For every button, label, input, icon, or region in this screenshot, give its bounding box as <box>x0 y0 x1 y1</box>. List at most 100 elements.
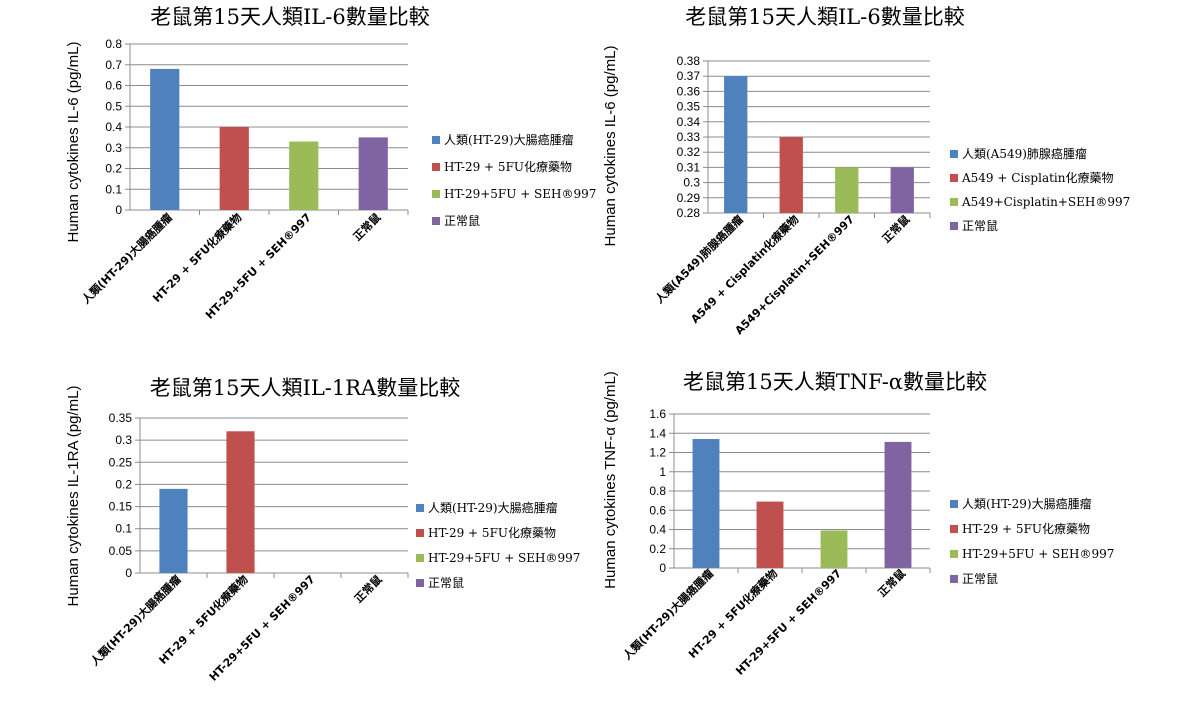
legend-label: HT-29+5FU + SEH®997 <box>444 187 596 201</box>
y-tick-label: 0.29 <box>677 191 701 205</box>
legend-label: 正常鼠 <box>962 219 998 233</box>
x-category-label: 正常鼠 <box>350 210 383 243</box>
x-category-label: HT-29+5FU + SEH®997 <box>733 567 844 678</box>
bar <box>724 76 748 213</box>
y-tick-label: 0.34 <box>677 115 701 129</box>
bar <box>226 431 255 573</box>
y-tick-label: 0 <box>115 203 122 217</box>
y-axis-label: Human cytokines IL-1RA (pg/mL) <box>65 386 82 607</box>
x-category-label: 正常鼠 <box>875 566 908 599</box>
bar <box>835 167 859 213</box>
legend-label: 人類(HT-29)大腸癌腫瘤 <box>428 500 558 515</box>
bar <box>756 501 784 568</box>
legend-label: 正常鼠 <box>962 572 998 586</box>
y-tick-label: 0.4 <box>105 120 122 134</box>
chart-il6-ht29: 老鼠第15天人類IL-6數量比較 Human cytokines IL-6 (pg… <box>0 0 598 355</box>
y-tick-label: 0.8 <box>649 484 666 498</box>
bar <box>219 127 249 210</box>
y-tick-label: 0 <box>125 566 132 580</box>
chart-il6-a549: 老鼠第15天人類IL-6數量比較 Human cytokines IL-6 (pg… <box>598 0 1196 355</box>
legend-swatch <box>950 174 958 182</box>
bar <box>289 141 319 210</box>
x-category-label: 人類(A549)肺腺癌腫瘤 <box>652 212 746 306</box>
bar <box>890 167 914 213</box>
legend-swatch <box>950 150 958 158</box>
bar <box>150 68 180 211</box>
chart-svg: 老鼠第15天人類IL-6數量比較 Human cytokines IL-6 (pg… <box>65 5 596 322</box>
legend-label: HT-29+5FU + SEH®997 <box>428 551 580 565</box>
bar <box>692 439 720 568</box>
y-axis-label: Human cytokines TNF-α (pg/mL) <box>602 371 619 589</box>
y-tick-label: 0.3 <box>115 433 132 447</box>
chart-title: 老鼠第15天人類TNF-α數量比較 <box>683 370 987 394</box>
y-tick-label: 0.8 <box>105 37 122 51</box>
legend-swatch <box>416 504 424 512</box>
y-tick-label: 0.15 <box>109 500 133 514</box>
x-category-label: A549+Cisplatin+SEH®997 <box>733 213 857 337</box>
chart-svg: 老鼠第15天人類TNF-α數量比較 Human cytokines TNF-α (… <box>602 370 1114 678</box>
y-axis-label: Human cytokines IL-6 (pg/mL) <box>602 46 619 247</box>
y-tick-label: 0.3 <box>105 141 122 155</box>
legend-swatch <box>416 554 424 562</box>
y-tick-label: 0.37 <box>677 69 701 83</box>
legend-swatch <box>950 222 958 230</box>
chart-svg: 老鼠第15天人類IL-6數量比較 Human cytokines IL-6 (pg… <box>602 5 1130 337</box>
x-category-label: HT-29+5FU + SEH®997 <box>207 573 318 684</box>
chart-title: 老鼠第15天人類IL-6數量比較 <box>150 5 429 29</box>
y-tick-label: 1.2 <box>649 446 666 460</box>
chart-tnfa-ht29: 老鼠第15天人類TNF-α數量比較 Human cytokines TNF-α (… <box>598 355 1196 711</box>
y-tick-label: 0.6 <box>649 503 666 517</box>
y-tick-label: 0.3 <box>683 176 700 190</box>
y-tick-label: 1.4 <box>649 426 666 440</box>
y-tick-label: 0.1 <box>115 522 132 536</box>
chart-il1ra-ht29: 老鼠第15天人類IL-1RA數量比較 Human cytokines IL-1RA… <box>0 355 598 711</box>
legend-label: 人類(HT-29)大腸癌腫瘤 <box>962 496 1092 511</box>
y-tick-label: 0.2 <box>105 162 122 176</box>
y-tick-label: 0.33 <box>677 130 701 144</box>
y-tick-label: 0.31 <box>677 160 701 174</box>
y-tick-label: 0.35 <box>677 100 701 114</box>
legend-label: A549 + Cisplatin化療藥物 <box>961 171 1114 185</box>
y-tick-label: 0.7 <box>105 58 122 72</box>
legend-label: 正常鼠 <box>444 214 480 228</box>
legend-label: 人類(A549)肺腺癌腫瘤 <box>962 146 1087 161</box>
legend-label: 人類(HT-29)大腸癌腫瘤 <box>444 132 574 147</box>
legend-label: HT-29+5FU + SEH®997 <box>962 547 1114 561</box>
y-tick-label: 0.35 <box>109 411 133 425</box>
chart-svg: 老鼠第15天人類IL-1RA數量比較 Human cytokines IL-1RA… <box>65 376 580 684</box>
legend-swatch <box>432 163 440 171</box>
y-tick-label: 0.36 <box>677 84 701 98</box>
y-tick-label: 0.38 <box>677 54 701 68</box>
x-category-label: 正常鼠 <box>879 212 912 245</box>
legend-swatch <box>950 575 958 583</box>
legend-swatch <box>950 550 958 558</box>
chart-title: 老鼠第15天人類IL-1RA數量比較 <box>150 376 460 400</box>
bar <box>779 137 803 213</box>
y-tick-label: 1 <box>659 465 666 479</box>
legend-label: A549+Cisplatin+SEH®997 <box>961 195 1130 209</box>
legend-swatch <box>432 217 440 225</box>
y-tick-label: 0.4 <box>649 523 666 537</box>
y-tick-label: 0 <box>659 561 666 575</box>
legend-label: HT-29 + 5FU化療藥物 <box>444 160 572 174</box>
y-tick-label: 0.32 <box>677 145 701 159</box>
legend-swatch <box>950 500 958 508</box>
bar <box>884 441 912 568</box>
legend-label: 正常鼠 <box>428 576 464 590</box>
legend-label: HT-29 + 5FU化療藥物 <box>962 522 1090 536</box>
bar <box>358 137 388 210</box>
legend-swatch <box>432 190 440 198</box>
y-tick-label: 0.05 <box>109 544 133 558</box>
legend-swatch <box>432 136 440 144</box>
bar <box>820 530 848 568</box>
y-axis-label: Human cytokines IL-6 (pg/mL) <box>65 42 82 243</box>
x-category-label: A549 + Cisplatin化療藥物 <box>688 212 802 326</box>
y-tick-label: 0.2 <box>649 542 666 556</box>
bar <box>159 488 188 573</box>
legend-swatch <box>416 579 424 587</box>
y-tick-label: 0.5 <box>105 99 122 113</box>
legend-swatch <box>950 525 958 533</box>
y-tick-label: 0.6 <box>105 79 122 93</box>
legend-label: HT-29 + 5FU化療藥物 <box>428 526 556 540</box>
y-tick-label: 0.28 <box>677 206 701 220</box>
